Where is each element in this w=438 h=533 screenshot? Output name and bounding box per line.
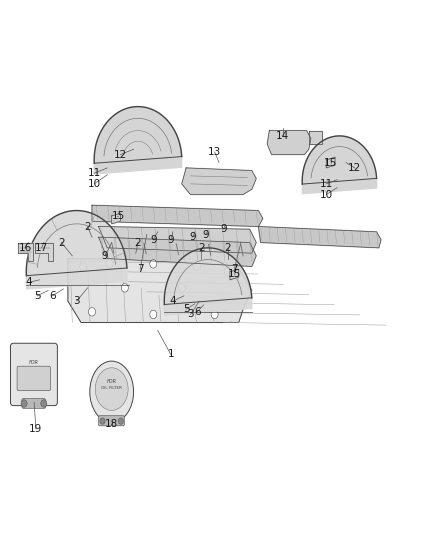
Polygon shape [94,107,182,174]
Polygon shape [302,136,377,193]
Text: 2: 2 [134,238,141,247]
Text: 9: 9 [167,235,174,245]
Text: 2: 2 [58,238,65,247]
Polygon shape [326,157,335,168]
Polygon shape [230,269,239,280]
Circle shape [211,310,218,319]
Polygon shape [99,227,256,253]
Circle shape [80,262,87,271]
Text: 4: 4 [170,296,177,306]
Text: 15: 15 [112,211,125,221]
Text: 2: 2 [198,243,205,253]
Text: 9: 9 [189,232,196,242]
Text: 11: 11 [88,168,101,178]
Ellipse shape [90,361,134,422]
Text: 18: 18 [105,419,118,429]
Text: 2: 2 [224,243,231,253]
Polygon shape [164,248,252,315]
Polygon shape [267,131,311,155]
Text: 16: 16 [18,243,32,253]
Circle shape [194,262,201,271]
Text: 12: 12 [348,163,361,173]
FancyBboxPatch shape [17,366,50,391]
Text: 9: 9 [220,224,227,234]
Circle shape [150,310,157,319]
Text: 14: 14 [276,131,289,141]
Polygon shape [112,213,120,224]
Text: 10: 10 [320,190,333,199]
Polygon shape [99,237,256,266]
Text: 3: 3 [73,296,80,306]
Circle shape [41,400,47,407]
Text: 15: 15 [228,270,241,279]
Text: 9: 9 [102,251,109,261]
Circle shape [21,400,27,407]
Text: OIL FILTER: OIL FILTER [101,386,122,390]
Text: 6: 6 [49,291,56,301]
Circle shape [100,418,105,424]
Circle shape [150,260,157,268]
Text: OIL DRAIN: OIL DRAIN [23,367,45,371]
Text: 7: 7 [137,264,144,274]
Text: 4: 4 [25,278,32,287]
Polygon shape [35,243,53,261]
Ellipse shape [95,368,128,410]
Circle shape [88,308,95,316]
Text: 2: 2 [84,222,91,231]
Text: 17: 17 [35,243,48,253]
FancyBboxPatch shape [11,343,57,406]
Polygon shape [309,131,322,144]
Text: 1: 1 [167,350,174,359]
Text: 9: 9 [150,235,157,245]
Circle shape [121,284,128,292]
FancyBboxPatch shape [99,416,124,426]
Text: 12: 12 [114,150,127,159]
Text: 13: 13 [208,147,221,157]
Text: 6: 6 [194,307,201,317]
Circle shape [178,284,185,292]
Polygon shape [182,168,256,195]
Text: 9: 9 [202,230,209,239]
Text: FOR: FOR [29,360,39,365]
Text: 10: 10 [88,179,101,189]
Circle shape [118,418,124,424]
Polygon shape [18,243,33,261]
FancyBboxPatch shape [22,399,46,408]
Circle shape [106,260,113,268]
Polygon shape [68,259,252,322]
Text: 11: 11 [320,179,333,189]
Polygon shape [92,205,263,227]
Text: 3: 3 [187,310,194,319]
Polygon shape [258,227,381,248]
Text: 15: 15 [324,158,337,167]
Text: 7: 7 [231,264,238,274]
Text: FOR: FOR [107,378,117,384]
Circle shape [224,268,231,276]
Text: 5: 5 [183,304,190,314]
Text: 5: 5 [34,291,41,301]
Text: 19: 19 [29,424,42,434]
Polygon shape [26,211,127,289]
